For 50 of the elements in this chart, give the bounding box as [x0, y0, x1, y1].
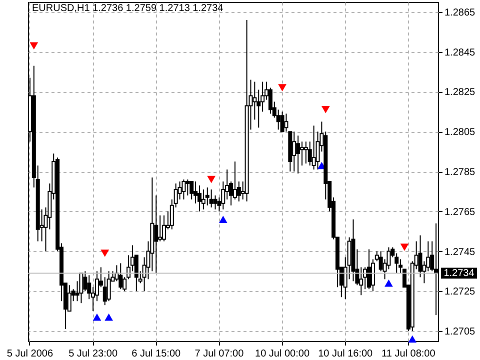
- x-tick-label: 5 Jul 23:00: [68, 348, 118, 360]
- x-tick-label: 10 Jul 16:00: [318, 348, 374, 360]
- y-tick-label: 1.2705: [444, 326, 476, 338]
- x-tick-label: 10 Jul 00:00: [255, 348, 310, 360]
- point: [218, 216, 228, 223]
- candlestick: [300, 141, 304, 166]
- y-tick-label: 1.2845: [444, 47, 476, 58]
- point: [30, 42, 38, 50]
- candlestick: [205, 186, 210, 206]
- candlestick: [182, 178, 186, 200]
- candlestick: [154, 194, 158, 274]
- y-tick-label: 1.2825: [444, 87, 476, 98]
- y-tick-label: 1.2805: [444, 127, 476, 138]
- point: [384, 280, 393, 287]
- point: [400, 244, 409, 251]
- candlestick: [106, 270, 111, 302]
- candlestick: [197, 184, 202, 212]
- candlestick: [158, 214, 162, 242]
- candlestick: [79, 272, 84, 304]
- point: [207, 176, 216, 184]
- x-tick-label: 11 Jul 08:00: [382, 348, 436, 360]
- y-tick-label: 1.2745: [444, 246, 476, 258]
- candlestick: [312, 125, 316, 170]
- chart-title: EURUSD,H1 1.2736 1.2759 1.2713 1.2734: [32, 3, 224, 14]
- point: [92, 313, 102, 321]
- point: [104, 313, 113, 321]
- x-tick-label: 7 Jul 07:00: [194, 348, 244, 360]
- x-tick-label: 6 Jul 15:00: [132, 348, 182, 360]
- candlestick: [162, 214, 166, 242]
- candlestick: [190, 180, 194, 200]
- ref-line-label: 1.2734: [444, 268, 475, 280]
- candlestick: [118, 262, 123, 290]
- y-tick-label: 1.2725: [444, 286, 476, 298]
- candlestick: [280, 111, 284, 132]
- candlestick: [186, 178, 190, 196]
- point: [100, 250, 110, 257]
- point: [408, 335, 417, 343]
- y-tick-label: 1.2865: [444, 7, 476, 18]
- candlestick: [201, 188, 206, 210]
- candlestick: [304, 141, 308, 164]
- point: [321, 106, 330, 114]
- candlestick: [367, 248, 372, 290]
- candlestick: [292, 131, 296, 172]
- y-tick-label: 1.2765: [444, 206, 476, 218]
- x-tick-label: 5 Jul 2006: [6, 348, 54, 360]
- y-tick-label: 1.2785: [444, 167, 476, 178]
- candlestick: [213, 194, 218, 210]
- candlestick: [296, 135, 300, 174]
- candlestick: [209, 188, 214, 208]
- point: [278, 84, 286, 92]
